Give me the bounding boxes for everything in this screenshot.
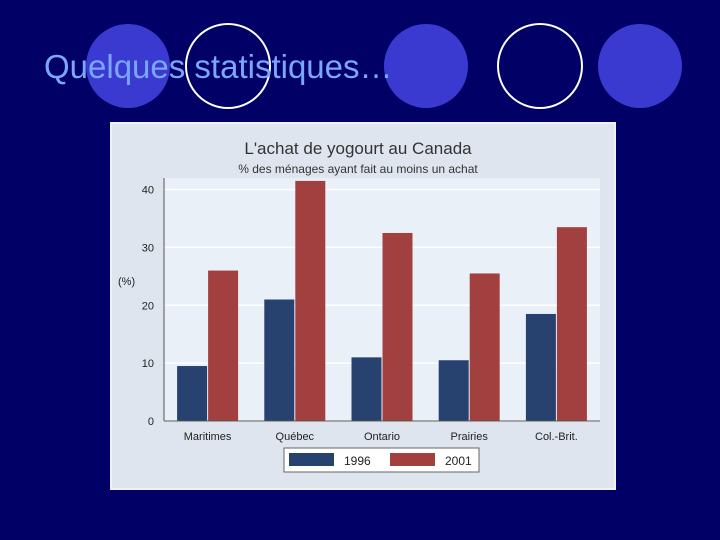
y-tick-label: 0: [148, 416, 154, 428]
legend-swatch-1996: [289, 453, 334, 466]
legend: 1996 2001: [283, 447, 480, 473]
bar-2001-2: [382, 232, 413, 421]
y-tick-label: 20: [142, 300, 154, 312]
decor-circle-4: [497, 23, 583, 109]
legend-label-2001: 2001: [445, 454, 472, 468]
x-tick-label: Québec: [276, 431, 315, 443]
bars: [177, 180, 587, 421]
x-tick-labels: Maritimes Québec Ontario Prairies Col.-Brit.: [184, 431, 578, 443]
bar-chart: L'achat de yogourt au Canada % des ménag…: [118, 139, 600, 473]
bar-2001-1: [295, 180, 326, 421]
decor-circle-5: [598, 24, 682, 108]
bar-2001-0: [208, 270, 239, 421]
bar-2001-4: [556, 227, 587, 421]
x-tick-label: Prairies: [451, 431, 489, 443]
y-tick-labels: 0 10 20 30 40: [142, 185, 154, 428]
bar-1996-4: [525, 313, 556, 421]
x-tick-label: Col.-Brit.: [535, 431, 578, 443]
y-axis-label: (%): [118, 276, 135, 288]
x-tick-label: Maritimes: [184, 431, 232, 443]
bar-1996-2: [351, 357, 382, 421]
y-tick-label: 10: [142, 358, 154, 370]
bar-2001-3: [469, 273, 500, 421]
slide-title: Quelques statistiques…: [44, 48, 393, 85]
bar-1996-1: [264, 299, 295, 421]
y-tick-label: 40: [142, 185, 154, 197]
bar-1996-0: [177, 366, 208, 421]
chart-subtitle: % des ménages ayant fait au moins un ach…: [238, 162, 478, 176]
decor-circle-1: [86, 24, 170, 108]
y-tick-label: 30: [142, 242, 154, 254]
decor-circle-2: [185, 23, 271, 109]
legend-label-1996: 1996: [344, 454, 371, 468]
chart-title: L'achat de yogourt au Canada: [244, 139, 472, 158]
decor-circle-3: [384, 24, 468, 108]
bar-1996-3: [438, 360, 469, 421]
x-tick-label: Ontario: [364, 431, 400, 443]
decorative-circles: [86, 23, 682, 109]
legend-swatch-2001: [390, 453, 435, 466]
chart-container: L'achat de yogourt au Canada % des ménag…: [110, 122, 616, 490]
